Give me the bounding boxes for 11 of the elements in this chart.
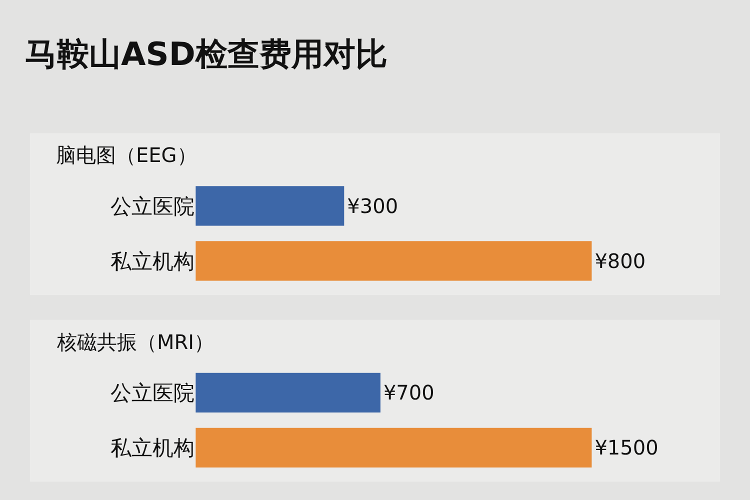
chart-title: 马鞍山ASD检查费用对比 [25, 35, 388, 73]
y-tick-label: 私立机构 [110, 436, 195, 460]
data-label: ¥300 [347, 194, 398, 218]
data-label: ¥800 [594, 248, 646, 273]
y-tick-label: 公立医院 [110, 194, 195, 218]
chart-subtitle: 核磁共振（MRI） [56, 330, 214, 354]
data-label: ¥1500 [594, 436, 658, 460]
y-tick-label: 私立机构 [110, 249, 195, 274]
chart-subtitle: 脑电图（EEG） [56, 143, 197, 167]
y-tick-label: 公立医院 [110, 381, 195, 406]
data-label: ¥700 [383, 380, 434, 405]
